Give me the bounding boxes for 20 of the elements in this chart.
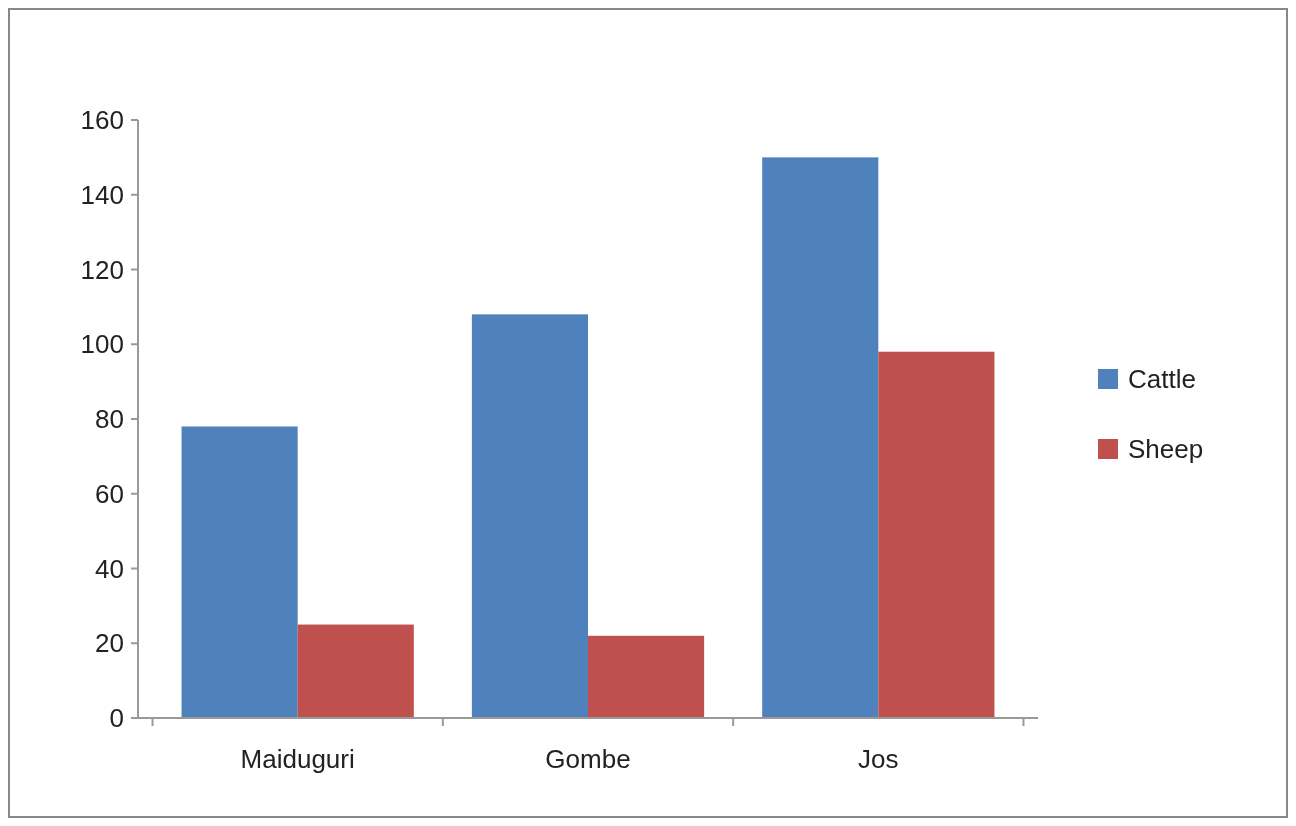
y-tick-label: 120 bbox=[80, 254, 124, 285]
legend-label: Cattle bbox=[1128, 364, 1196, 395]
x-tick-label: Jos bbox=[858, 744, 899, 774]
y-tick-label: 80 bbox=[95, 404, 124, 435]
y-tick-label: 20 bbox=[95, 628, 124, 659]
y-tick-label: 100 bbox=[80, 329, 124, 360]
legend-label: Sheep bbox=[1128, 434, 1204, 465]
y-tick-label: 40 bbox=[95, 553, 124, 584]
bar bbox=[762, 157, 879, 718]
y-tick-label: 0 bbox=[109, 703, 124, 734]
bar bbox=[181, 426, 298, 718]
x-tick-label: Gombe bbox=[545, 744, 631, 774]
bar bbox=[588, 635, 705, 718]
y-tick-label: 140 bbox=[80, 179, 124, 210]
x-tick-label: Maiduguri bbox=[240, 744, 355, 774]
y-tick-label: 60 bbox=[95, 478, 124, 509]
bar bbox=[297, 624, 414, 718]
bar bbox=[878, 351, 995, 718]
bar bbox=[471, 314, 588, 718]
y-tick-label: 160 bbox=[80, 105, 124, 136]
